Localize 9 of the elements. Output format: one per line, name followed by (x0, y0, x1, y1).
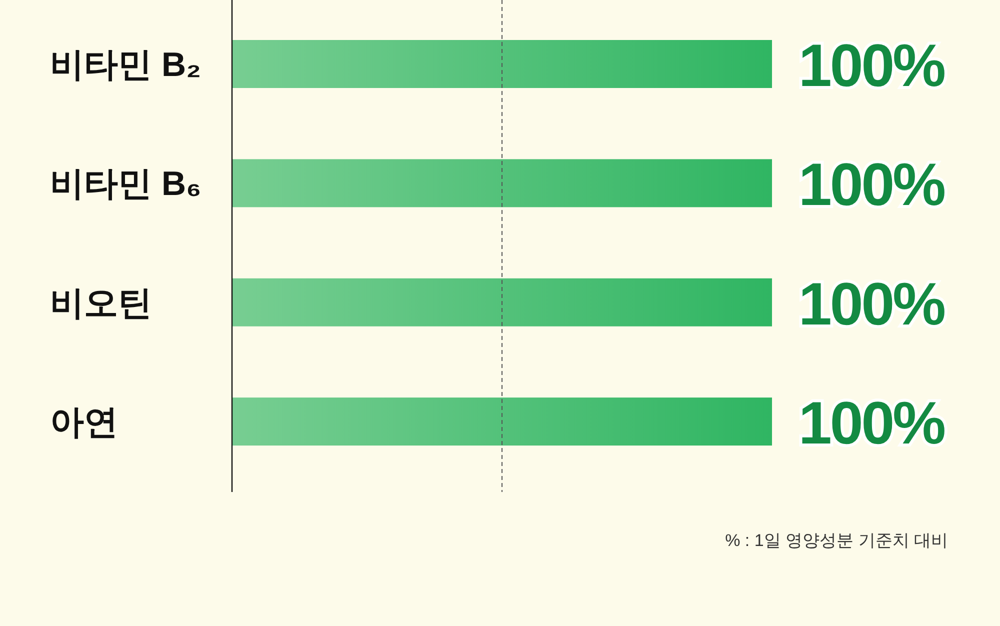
y-tick-label: 비오틴 (50, 284, 152, 322)
y-tick-label: 비타민 B₆ (50, 165, 202, 204)
y-tick-label: 비타민 B₂ (50, 46, 202, 84)
data-label: 100% (798, 32, 945, 99)
y-tick-label: 아연 (50, 404, 118, 442)
text: % : 1일 영양성분 기준치 대비 (725, 531, 948, 550)
data-label: 100% (798, 270, 945, 338)
data-label: 100% (798, 151, 945, 218)
data-label: 100% (798, 390, 945, 457)
